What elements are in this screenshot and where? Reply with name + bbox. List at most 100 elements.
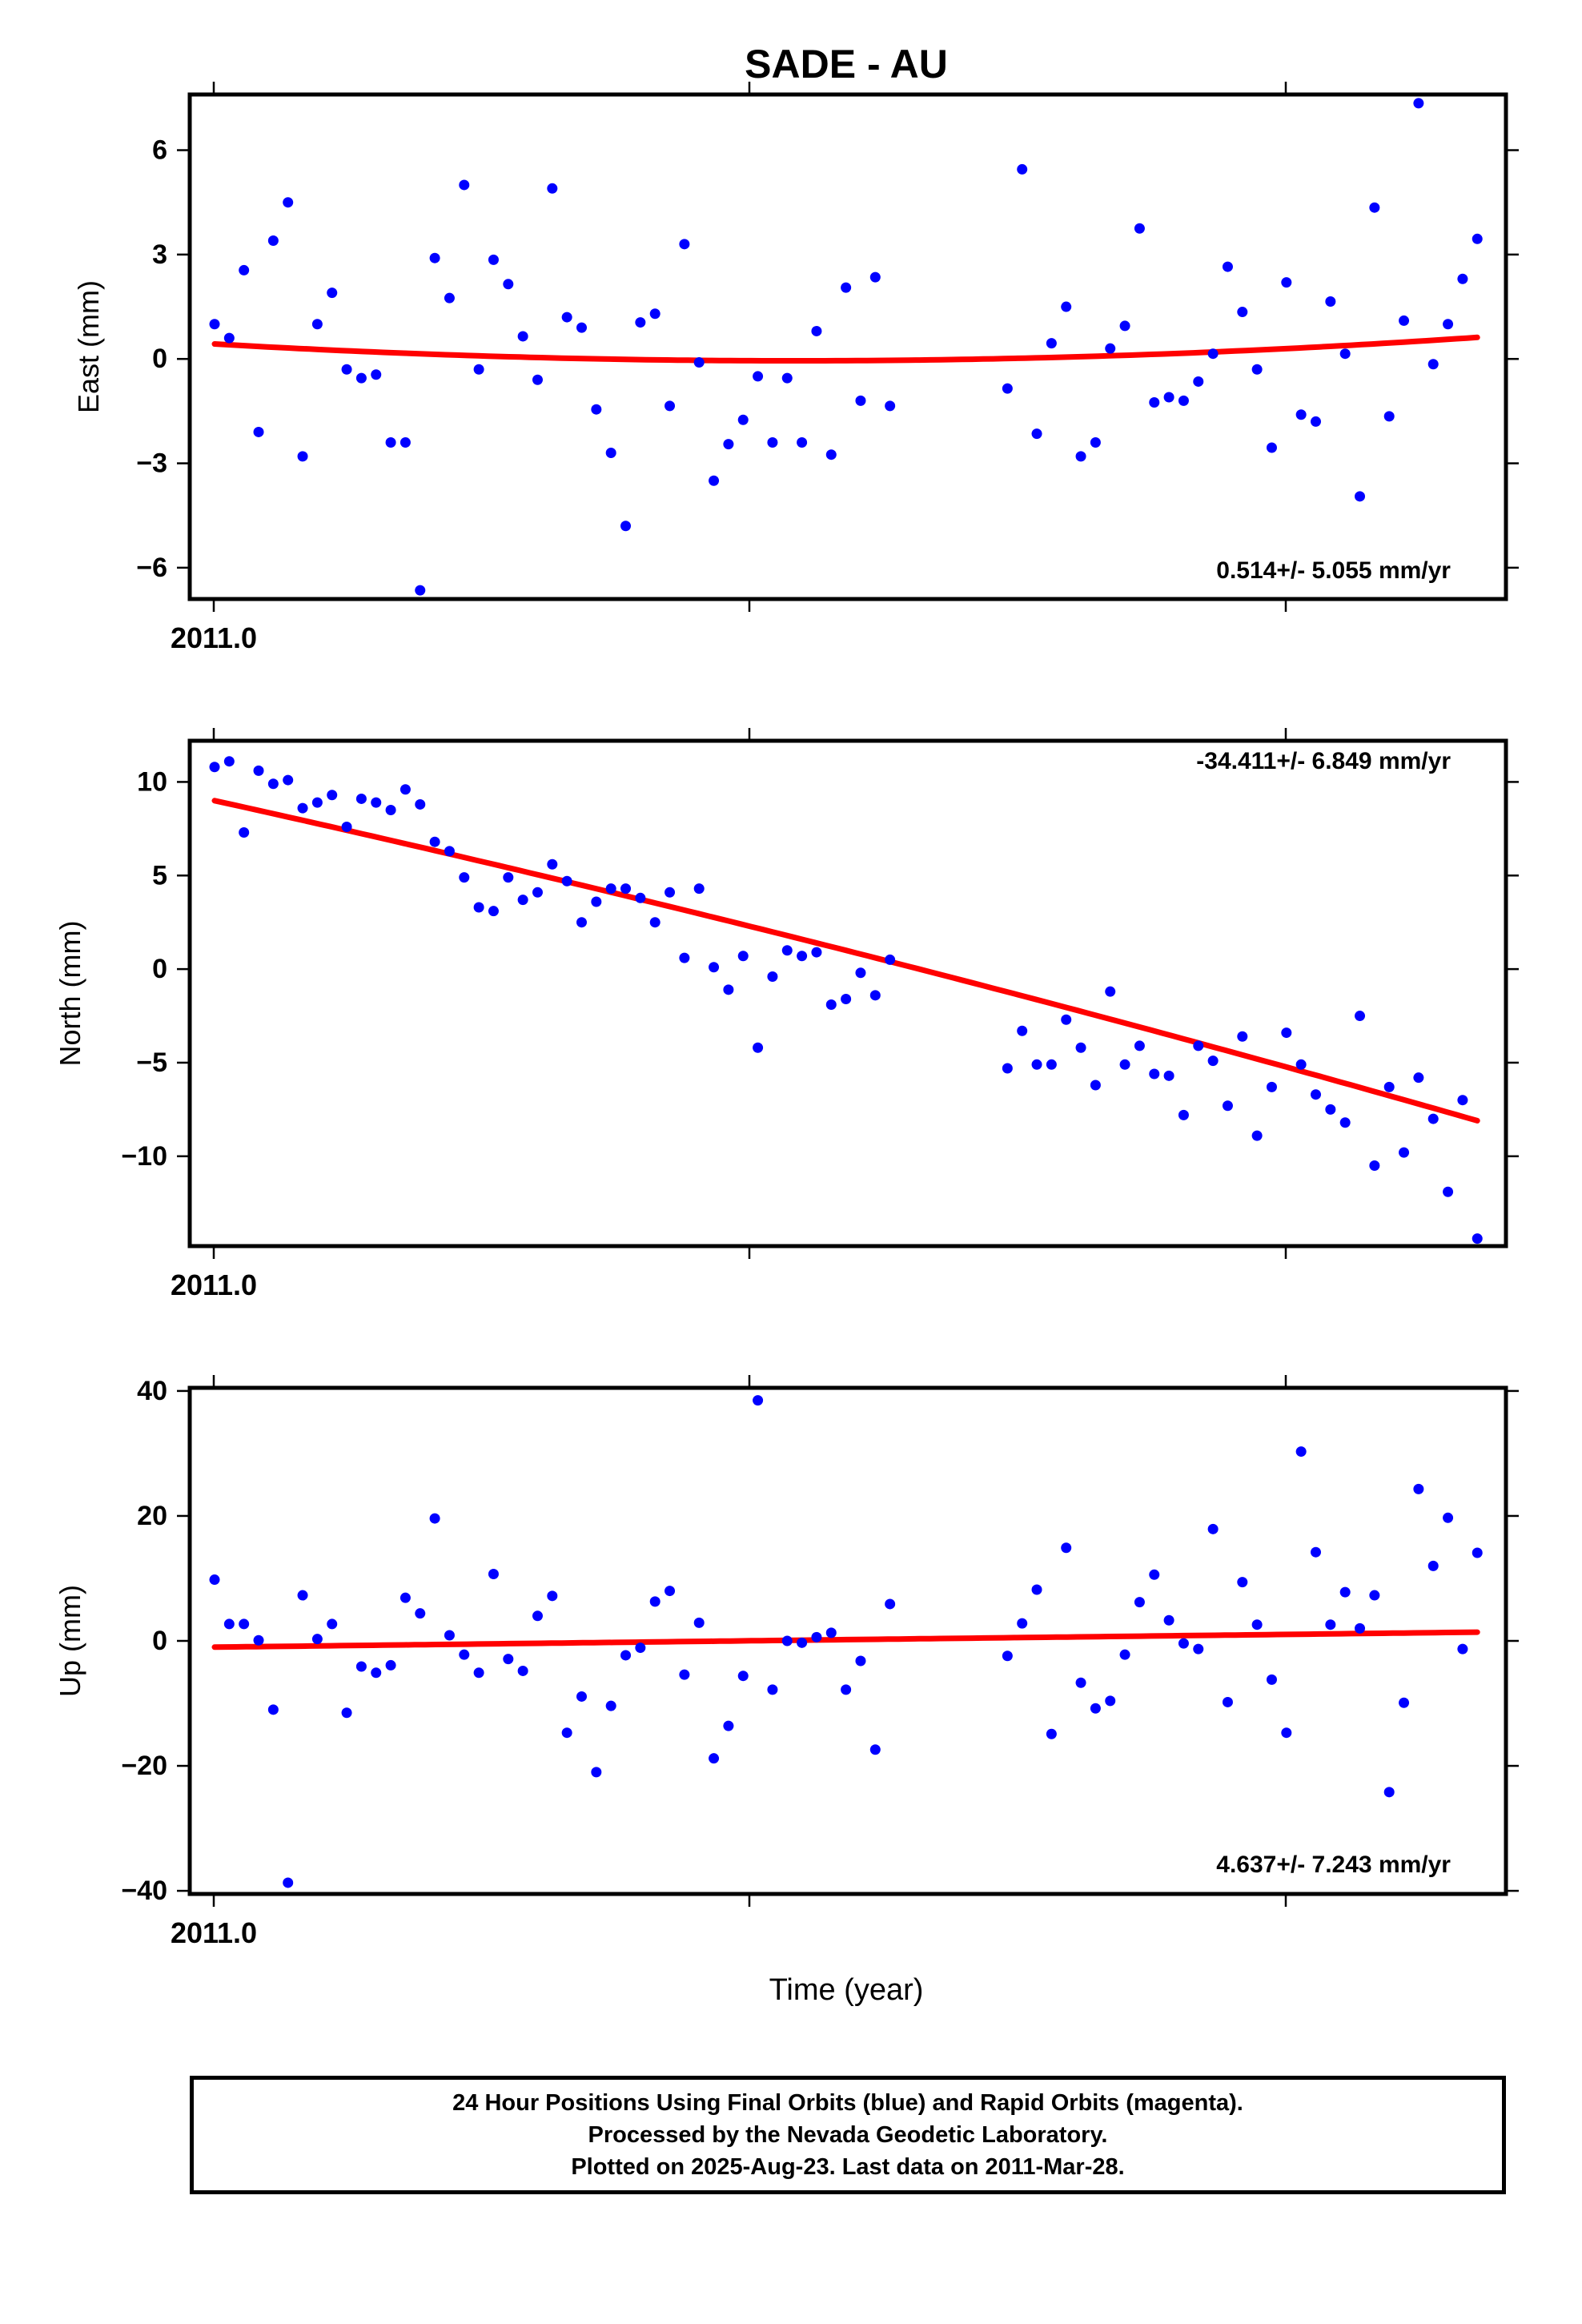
data-point — [341, 822, 352, 833]
data-point — [649, 308, 661, 320]
y-tick-label: −40 — [121, 1876, 167, 1906]
data-point — [605, 1700, 616, 1711]
data-point — [1295, 1059, 1307, 1070]
data-point — [1325, 1619, 1336, 1630]
data-point — [267, 778, 279, 790]
data-point — [1266, 1081, 1277, 1092]
data-point — [693, 357, 705, 368]
data-point — [885, 400, 896, 412]
caption-line-1: 24 Hour Positions Using Final Orbits (bl… — [452, 2090, 1243, 2116]
caption-box: 24 Hour Positions Using Final Orbits (bl… — [190, 2076, 1506, 2194]
y-tick-label: 0 — [152, 1626, 167, 1656]
data-point — [1105, 343, 1116, 354]
data-point — [1472, 233, 1483, 244]
data-point — [1134, 1597, 1145, 1608]
data-point — [503, 1654, 514, 1665]
data-point — [1031, 1584, 1042, 1595]
data-point — [1369, 1590, 1380, 1601]
data-point — [503, 872, 514, 883]
data-point — [1002, 1651, 1013, 1662]
data-point — [591, 896, 602, 907]
data-point — [517, 1665, 528, 1676]
data-point — [1090, 1703, 1101, 1714]
data-point — [1222, 1100, 1233, 1112]
data-point — [283, 1877, 294, 1888]
y-axis-label: North (mm) — [54, 921, 86, 1067]
data-point — [1090, 1080, 1101, 1091]
data-point — [1399, 1147, 1410, 1158]
data-point — [444, 292, 455, 304]
data-point — [267, 235, 279, 246]
data-point — [400, 1592, 411, 1603]
data-point — [1399, 315, 1410, 326]
data-point — [532, 1610, 543, 1622]
data-point — [1002, 383, 1013, 394]
data-point — [665, 400, 676, 412]
data-point — [781, 1635, 793, 1647]
data-point — [1427, 1560, 1439, 1571]
data-point — [1178, 1109, 1189, 1120]
data-point — [267, 1704, 279, 1715]
data-point — [855, 1655, 866, 1667]
data-point — [855, 395, 866, 406]
data-point — [635, 1642, 646, 1654]
data-point — [385, 804, 396, 815]
data-point — [679, 239, 690, 250]
data-point — [620, 883, 632, 895]
data-point — [797, 436, 808, 448]
data-point — [223, 1618, 235, 1630]
data-point — [1017, 163, 1028, 175]
data-point — [341, 364, 352, 375]
data-point — [767, 971, 778, 982]
data-point — [561, 1727, 572, 1739]
data-point — [1325, 1104, 1336, 1115]
data-point — [1295, 1446, 1307, 1458]
data-point — [488, 254, 499, 265]
data-point — [517, 331, 528, 342]
data-point — [1413, 1483, 1424, 1494]
data-point — [767, 1684, 778, 1695]
data-point — [1207, 348, 1219, 360]
data-point — [737, 414, 749, 425]
y-axis-label: East (mm) — [72, 280, 105, 413]
rate-label: -34.411+/- 6.849 mm/yr — [1196, 748, 1451, 774]
y-tick-label: 0 — [152, 954, 167, 984]
data-point — [532, 374, 543, 385]
data-point — [855, 967, 866, 979]
data-point — [1457, 1643, 1468, 1655]
data-point — [576, 322, 587, 333]
data-point — [1325, 296, 1336, 308]
data-point — [605, 448, 616, 459]
data-point — [665, 887, 676, 898]
data-point — [693, 883, 705, 895]
data-point — [753, 1395, 764, 1406]
data-point — [547, 1590, 558, 1602]
y-tick-label: 5 — [152, 860, 167, 891]
data-point — [1090, 436, 1101, 448]
data-point — [503, 279, 514, 290]
data-point — [239, 264, 250, 275]
data-point — [1163, 1614, 1174, 1626]
y-tick-label: −3 — [136, 448, 167, 479]
data-point — [1251, 364, 1263, 375]
data-point — [253, 765, 264, 776]
data-point — [297, 802, 308, 814]
data-point — [1105, 986, 1116, 997]
data-point — [1163, 1070, 1174, 1081]
data-point — [869, 990, 881, 1001]
data-point — [811, 325, 822, 336]
data-point — [649, 1596, 661, 1607]
y-tick-label: −6 — [136, 553, 167, 583]
data-point — [253, 426, 264, 437]
data-point — [1222, 261, 1233, 272]
data-point — [869, 271, 881, 283]
data-point — [1355, 1622, 1366, 1634]
data-point — [311, 797, 323, 808]
data-point — [825, 449, 837, 460]
data-point — [473, 902, 484, 913]
data-point — [459, 1649, 470, 1660]
data-point — [1281, 1027, 1292, 1039]
data-point — [239, 1618, 250, 1630]
data-point — [1413, 98, 1424, 109]
data-point — [1061, 1014, 1072, 1025]
